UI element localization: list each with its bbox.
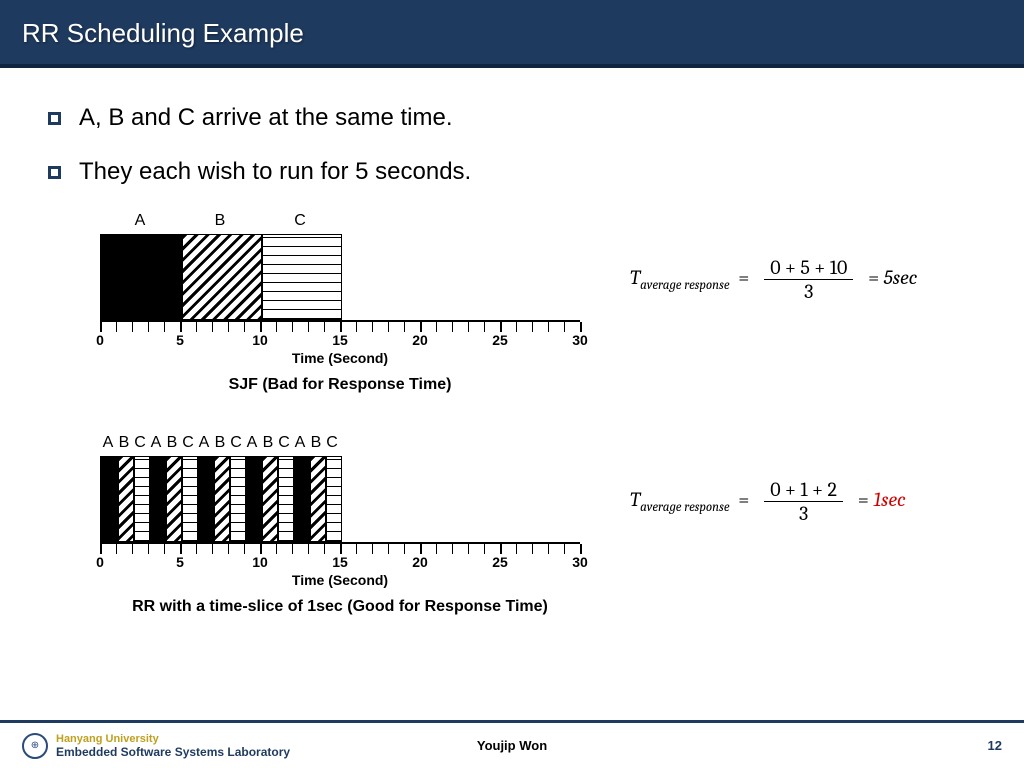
tick-label: 10: [252, 332, 268, 348]
process-label: A: [148, 434, 164, 452]
chart-caption: SJF (Bad for Response Time): [100, 376, 580, 394]
timeline-segment: [326, 456, 342, 542]
bullet-marker: [48, 166, 61, 179]
slide-header: RR Scheduling Example: [0, 0, 1024, 68]
process-label: B: [116, 434, 132, 452]
bullet-text: A, B and C arrive at the same time.: [79, 104, 453, 132]
chart-caption: RR with a time-slice of 1sec (Good for R…: [100, 598, 580, 616]
process-label: B: [180, 212, 260, 230]
timeline-segment: [182, 456, 198, 542]
tick-label: 20: [412, 332, 428, 348]
tick-label: 0: [96, 332, 104, 348]
process-label: B: [308, 434, 324, 452]
tick-label: 5: [176, 332, 184, 348]
timeline: [100, 234, 580, 322]
process-label: B: [260, 434, 276, 452]
timeline-segment: [262, 234, 342, 320]
lab-logo: ⊕ Hanyang University Embedded Software S…: [22, 733, 290, 759]
slide-body: A, B and C arrive at the same time. They…: [0, 68, 1024, 616]
timeline-segment: [102, 456, 118, 542]
timeline-segment: [118, 456, 134, 542]
bullet-2: They each wish to run for 5 seconds.: [48, 158, 984, 186]
process-labels: ABC: [100, 212, 1000, 230]
timeline: [100, 456, 580, 544]
process-label: C: [324, 434, 340, 452]
process-label: C: [228, 434, 244, 452]
bullet-marker: [48, 112, 61, 125]
slide-footer: ⊕ Hanyang University Embedded Software S…: [0, 720, 1024, 768]
timeline-segment: [294, 456, 310, 542]
tick-label: 10: [252, 554, 268, 570]
process-label: A: [244, 434, 260, 452]
timeline-segment: [310, 456, 326, 542]
lab-text: Hanyang University Embedded Software Sys…: [56, 733, 290, 759]
timeline-segment: [262, 456, 278, 542]
chart-sjf: ABC 051015202530 Time (Second) SJF (Bad …: [100, 212, 1000, 394]
tick-label: 15: [332, 332, 348, 348]
timeline-segment: [214, 456, 230, 542]
process-label: A: [100, 434, 116, 452]
process-label: A: [100, 212, 180, 230]
process-label: A: [196, 434, 212, 452]
tick-label: 0: [96, 554, 104, 570]
process-label: B: [164, 434, 180, 452]
timeline-segment: [198, 456, 214, 542]
chart-zone: ABC 051015202530 Time (Second) SJF (Bad …: [100, 212, 1000, 616]
tick-label: 25: [492, 554, 508, 570]
timeline-segment: [102, 234, 182, 320]
fraction: 0 + 5 + 10 3: [764, 256, 853, 303]
process-label: C: [132, 434, 148, 452]
formula-rr: Taverage response = 0 + 1 + 2 3 = 1sec: [630, 478, 906, 525]
process-label: C: [180, 434, 196, 452]
process-label: A: [292, 434, 308, 452]
timeline-segment: [134, 456, 150, 542]
slide-title: RR Scheduling Example: [22, 18, 1002, 49]
bullet-1: A, B and C arrive at the same time.: [48, 104, 984, 132]
process-label: C: [276, 434, 292, 452]
footer-author: Youjip Won: [477, 738, 547, 753]
timeline-segment: [246, 456, 262, 542]
timeline-segment: [150, 456, 166, 542]
tick-label: 30: [572, 554, 588, 570]
tick-label: 15: [332, 554, 348, 570]
x-axis-label: Time (Second): [100, 572, 580, 588]
timeline-segment: [278, 456, 294, 542]
x-axis-label: Time (Second): [100, 350, 580, 366]
fraction: 0 + 1 + 2 3: [764, 478, 843, 525]
timeline-segment: [182, 234, 262, 320]
timeline-segment: [230, 456, 246, 542]
process-label: C: [260, 212, 340, 230]
process-label: B: [212, 434, 228, 452]
bullet-text: They each wish to run for 5 seconds.: [79, 158, 471, 186]
page-number: 12: [988, 738, 1002, 753]
tick-label: 30: [572, 332, 588, 348]
chart-rr: ABCABCABCABCABC 051015202530 Time (Secon…: [100, 434, 1000, 616]
process-labels: ABCABCABCABCABC: [100, 434, 1000, 452]
tick-label: 20: [412, 554, 428, 570]
tick-label: 5: [176, 554, 184, 570]
x-axis-ticks: 051015202530: [100, 544, 580, 568]
logo-icon: ⊕: [22, 733, 48, 759]
formula-sjf: Taverage response = 0 + 5 + 10 3 = 5sec: [630, 256, 917, 303]
x-axis-ticks: 051015202530: [100, 322, 580, 346]
tick-label: 25: [492, 332, 508, 348]
timeline-segment: [166, 456, 182, 542]
